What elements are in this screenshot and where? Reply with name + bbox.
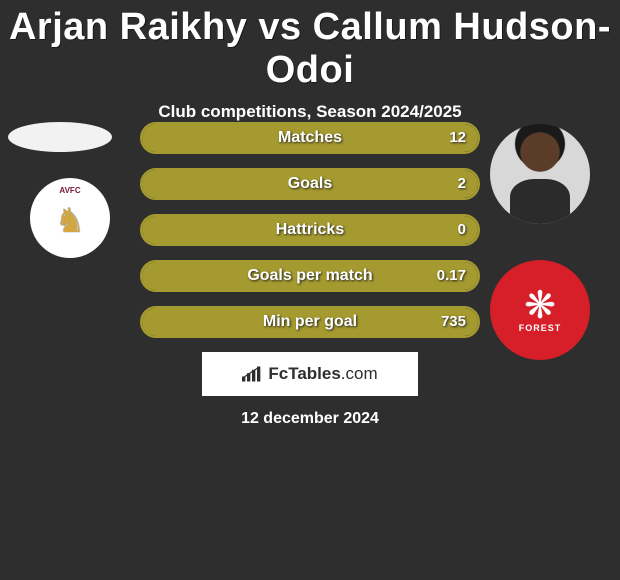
- stat-row: Goals 2: [140, 168, 480, 200]
- stat-row: Hattricks 0: [140, 214, 480, 246]
- stat-fill-right: [142, 170, 478, 198]
- player-left-photo: [8, 122, 112, 152]
- club-right-badge: ❋ FOREST: [490, 260, 590, 360]
- tree-icon: ❋: [524, 287, 556, 325]
- brand-text: FcTables.com: [268, 364, 377, 384]
- stat-fill-right: [142, 308, 478, 336]
- stat-row: Goals per match 0.17: [140, 260, 480, 292]
- player-right-photo: [490, 124, 590, 224]
- bars-icon: [242, 366, 262, 382]
- club-left-short: AVFC: [59, 186, 80, 195]
- page-title: Arjan Raikhy vs Callum Hudson-Odoi: [0, 0, 620, 92]
- stat-value-right: 0.17: [437, 262, 466, 290]
- stat-value-right: 735: [441, 308, 466, 336]
- brand-box: FcTables.com: [202, 352, 418, 396]
- stats-panel: Matches 12 Goals 2 Hattricks 0 Goals per…: [140, 122, 480, 352]
- stat-value-right: 0: [458, 216, 466, 244]
- stat-fill-right: [142, 262, 478, 290]
- club-left-badge: AVFC ♞: [30, 178, 110, 258]
- stat-value-right: 12: [449, 124, 466, 152]
- stat-fill-right: [142, 216, 478, 244]
- brand-suffix: .com: [341, 364, 378, 383]
- brand-name: FcTables: [268, 364, 340, 383]
- date-text: 12 december 2024: [0, 410, 620, 428]
- stat-row: Matches 12: [140, 122, 480, 154]
- stat-value-right: 2: [458, 170, 466, 198]
- lion-icon: ♞: [55, 204, 85, 238]
- stat-fill-right: [142, 124, 478, 152]
- stat-row: Min per goal 735: [140, 306, 480, 338]
- club-right-short: FOREST: [519, 323, 562, 333]
- subtitle: Club competitions, Season 2024/2025: [0, 102, 620, 122]
